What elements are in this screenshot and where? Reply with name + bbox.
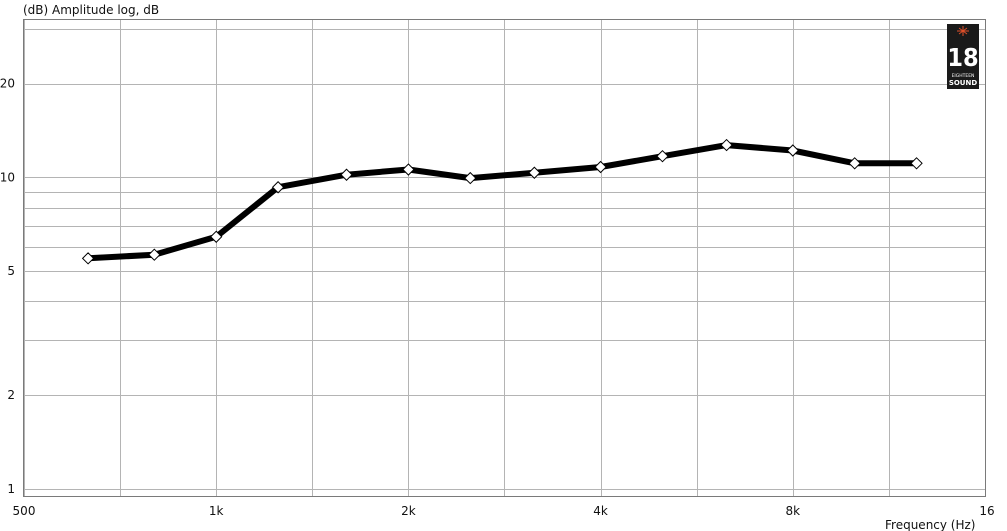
data-point-marker <box>402 163 415 176</box>
x-tick-label: 500 <box>13 504 36 518</box>
data-point-marker <box>848 157 861 170</box>
series-layer <box>81 138 923 265</box>
tick-labels: 500 1k 2k 4k 8k 16 1 2 5 10 20 <box>0 77 995 518</box>
y-tick-label: 1 <box>7 482 15 496</box>
series-line <box>85 142 920 262</box>
x-axis-title: Frequency (Hz) <box>885 518 976 531</box>
brand-logo: 18 EIGHTEEN SOUND <box>947 24 979 89</box>
y-tick-label: 10 <box>0 170 15 184</box>
data-point-marker <box>594 160 607 174</box>
x-tick-label: 2k <box>401 504 416 518</box>
y-tick-label: 5 <box>7 264 15 278</box>
y-axis-title: (dB) Amplitude log, dB <box>23 3 159 17</box>
spark-icon <box>957 26 969 36</box>
data-point-marker <box>81 252 95 265</box>
data-point-marker <box>209 230 223 243</box>
data-point-marker <box>910 157 923 170</box>
data-point-marker <box>786 144 800 157</box>
logo-subtext-2: SOUND <box>949 79 978 87</box>
logo-number: 18 <box>947 43 978 72</box>
data-point-marker <box>340 168 353 181</box>
data-point-marker <box>656 149 669 163</box>
x-tick-label: 8k <box>786 504 801 518</box>
x-tick-label: 1k <box>209 504 224 518</box>
data-point-marker <box>528 166 541 179</box>
grid <box>24 20 986 496</box>
data-point-marker <box>464 171 477 185</box>
x-tick-label: 4k <box>593 504 608 518</box>
data-point-marker <box>271 181 285 194</box>
x-tick-label: 16 <box>979 504 994 518</box>
data-point-marker <box>720 138 733 152</box>
logo-subtext-1: EIGHTEEN <box>952 73 975 79</box>
y-tick-label: 2 <box>7 388 15 402</box>
y-tick-label: 20 <box>0 77 15 91</box>
plot-frame <box>23 19 986 497</box>
data-point-marker <box>148 248 161 261</box>
